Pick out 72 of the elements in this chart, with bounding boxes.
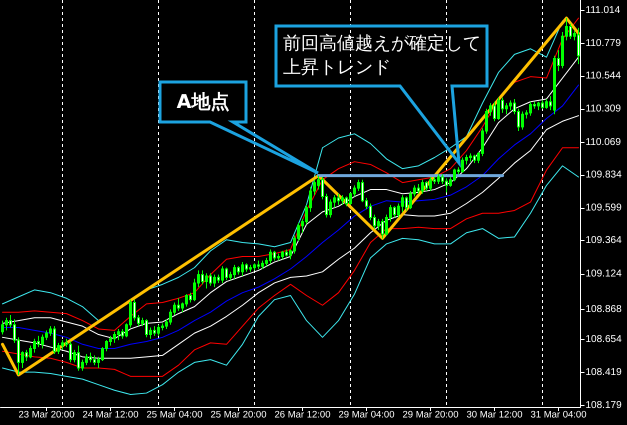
- candlestick: [337, 193, 340, 206]
- y-tick-label: 108.179: [586, 400, 622, 412]
- candlestick: [225, 267, 228, 281]
- candlestick: [529, 101, 532, 116]
- candlestick: [545, 98, 548, 110]
- candlestick: [261, 260, 264, 270]
- candlestick: [253, 262, 256, 271]
- candlestick: [269, 248, 272, 264]
- candlestick: [421, 179, 424, 194]
- y-tick-label: 109.834: [586, 170, 622, 181]
- x-tick-label: 25 Mar 04:00: [146, 410, 202, 420]
- candlestick: [341, 194, 344, 206]
- candlestick: [381, 218, 384, 239]
- candlestick: [469, 152, 472, 162]
- candlestick: [437, 174, 440, 184]
- candlestick: [493, 101, 496, 122]
- y-tick-label: 109.364: [586, 235, 622, 246]
- candlestick: [345, 196, 348, 207]
- candlestick: [393, 206, 396, 218]
- candlestick: [273, 250, 276, 262]
- candlestick: [509, 100, 512, 111]
- candlestick: [285, 248, 288, 257]
- y-tick-label: 108.654: [586, 334, 622, 346]
- x-tick-label: 24 Mar 12:00: [82, 410, 138, 420]
- candlestick: [245, 262, 248, 272]
- candlestick: [237, 266, 240, 276]
- y-tick-label: 110.069: [586, 136, 622, 148]
- candlestick: [497, 97, 500, 120]
- candlestick: [205, 272, 208, 290]
- candlestick: [461, 157, 464, 174]
- y-tick-label: 108.868: [586, 304, 622, 316]
- y-tick-label: 111.014: [586, 5, 621, 16]
- y-tick-label: 109.124: [586, 268, 622, 280]
- candlestick: [177, 298, 180, 312]
- candlestick: [221, 266, 224, 284]
- x-tick-label: 29 Mar 04:00: [338, 410, 394, 420]
- y-tick-label: 109.599: [586, 202, 622, 214]
- candlestick: [473, 154, 476, 164]
- y-tick-label: 110.309: [586, 103, 622, 114]
- candlestick: [429, 176, 432, 192]
- candlestick: [201, 270, 204, 285]
- candlestick: [117, 328, 120, 341]
- candlestick: [249, 264, 252, 272]
- candlestick: [157, 324, 160, 336]
- candlestick: [233, 264, 236, 280]
- candlestick: [417, 183, 420, 194]
- candlestick: [209, 272, 212, 286]
- candlestick: [277, 253, 280, 262]
- candlestick: [41, 334, 44, 349]
- candlestick: [241, 262, 244, 276]
- x-tick-label: 23 Mar 20:00: [18, 410, 74, 420]
- y-tick-label: 108.419: [586, 366, 622, 378]
- annotation: A地点: [176, 90, 230, 114]
- x-tick-label: 31 Mar 04:00: [530, 410, 586, 420]
- candlestick: [537, 101, 540, 111]
- y-tick-label: 110.544: [586, 70, 622, 82]
- candlestick: [521, 111, 524, 130]
- candlestick: [113, 331, 116, 344]
- candlestick: [257, 260, 260, 270]
- candlestick: [425, 180, 428, 192]
- x-tick-label: 29 Mar 20:00: [402, 410, 458, 420]
- candlestick: [213, 274, 216, 288]
- x-tick-label: 30 Mar 12:00: [466, 410, 522, 420]
- y-tick-label: 110.779: [586, 38, 622, 49]
- candlestick: [281, 250, 284, 260]
- candlestick: [153, 326, 156, 336]
- candlestick: [1, 320, 4, 336]
- candlestick: [5, 317, 8, 331]
- x-tick-label: 26 Mar 12:00: [274, 410, 330, 420]
- x-tick-label: 25 Mar 20:00: [210, 410, 266, 420]
- candlestick: [61, 340, 64, 350]
- candlestick: [53, 326, 56, 355]
